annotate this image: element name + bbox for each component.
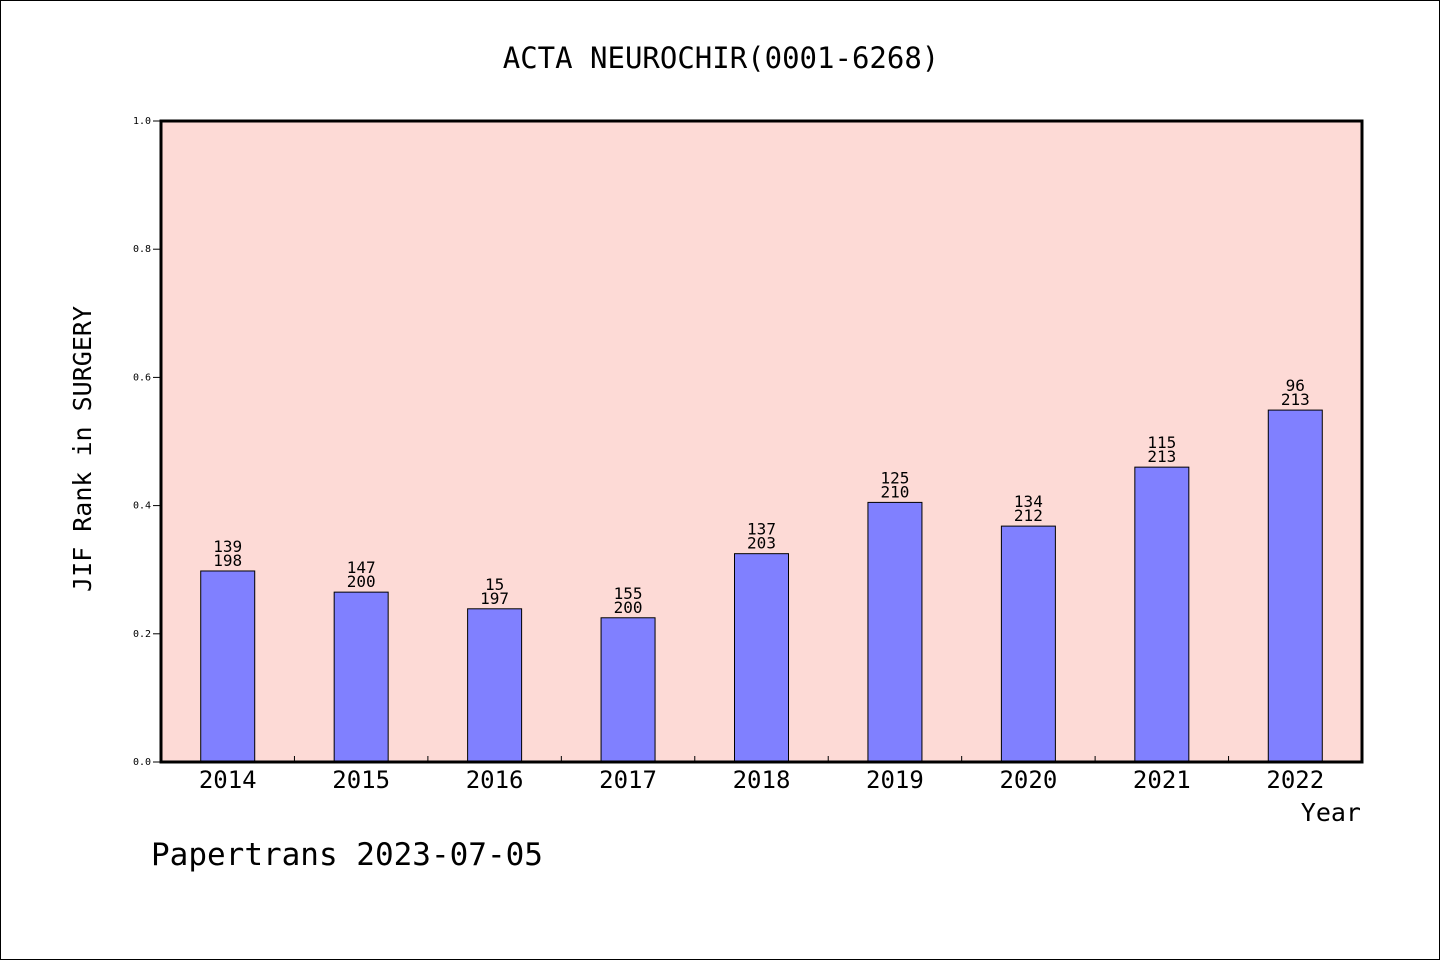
x-axis-label: Year [1301,798,1361,827]
y-tick-label: 0.4 [133,501,151,512]
x-tick-label: 2020 [999,766,1057,794]
bar-label-total: 210 [880,482,909,501]
bar [467,608,523,763]
y-tick-label: 1.0 [133,116,151,127]
bar-label-rank: 125 [880,468,909,487]
bar [1000,525,1056,763]
bar-label-total: 200 [614,598,643,617]
bar-label-rank: 147 [347,558,376,577]
y-tick-label: 0.2 [133,629,151,640]
y-axis: 0.0 0.2 0.4 0.6 0.8 1.0 [133,116,161,768]
bar-label-rank: 155 [614,584,643,603]
x-axis: 2014 2015 2016 2017 2018 2019 2020 2021 2022 [199,756,1324,794]
bar-label-total: 213 [1147,447,1176,466]
x-tick-label: 2015 [332,766,390,794]
footer-watermark: Papertrans 2023-07-05 [151,837,543,873]
bar-label-total: 212 [1014,506,1043,525]
plot-border [159,119,1364,764]
x-tick-label: 2022 [1266,766,1324,794]
bar [867,501,923,763]
bar-label-rank: 134 [1014,492,1043,511]
bar [200,570,256,763]
x-tick-label: 2016 [466,766,524,794]
bar-label-total: 198 [213,551,242,570]
bar-label-total: 200 [347,572,376,591]
bar [1267,409,1323,763]
bar-label-rank: 139 [213,537,242,556]
chart-title: ACTA NEUROCHIR(0001-6268) [503,41,940,75]
bar-label-total: 213 [1281,390,1310,409]
y-tick-label: 0.8 [133,244,151,255]
y-tick-label: 0.0 [133,757,151,768]
bar-label-rank: 115 [1147,433,1176,452]
bar-label-rank: 96 [1286,376,1305,395]
bar [333,591,389,763]
bar-label-rank: 137 [747,520,776,539]
bar [734,553,789,763]
bar-label-total: 197 [480,589,509,608]
x-tick-label: 2018 [733,766,791,794]
x-tick-label: 2021 [1133,766,1191,794]
bar-label-total: 203 [747,534,776,553]
x-tick-label: 2014 [199,766,257,794]
x-tick-label: 2017 [599,766,657,794]
bar-label-rank: 15 [485,575,504,594]
bar [600,617,656,763]
x-tick-label: 2019 [866,766,924,794]
bar [1134,466,1190,763]
y-tick-label: 0.6 [133,372,151,383]
y-axis-label: JIF Rank in SURGERY [68,306,97,592]
